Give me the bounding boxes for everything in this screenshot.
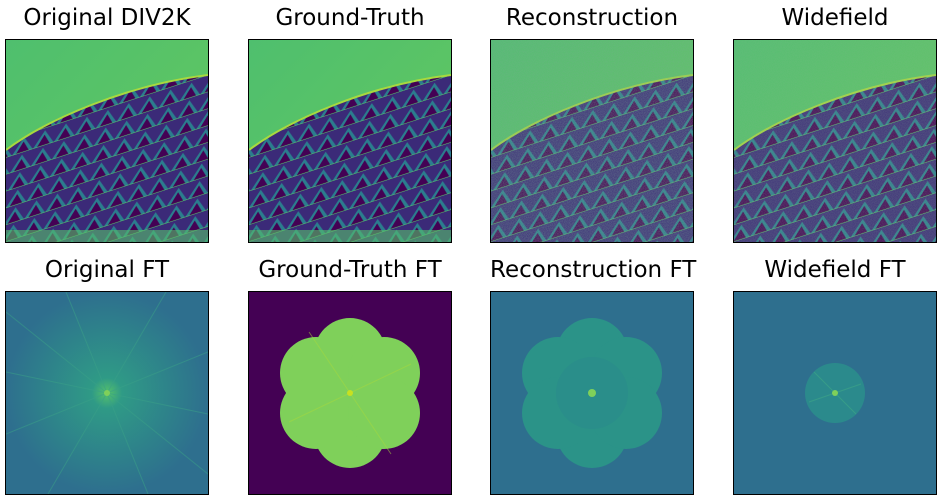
fourier-spectrum [734, 292, 936, 494]
panel-title-widefield-ft: Widefield FT [764, 257, 906, 283]
spectrum-widefield [733, 291, 937, 495]
dome-image-noisy [734, 40, 936, 242]
dome-image [249, 40, 451, 242]
panel-title-ground-truth-ft: Ground-Truth FT [258, 257, 442, 283]
dome-image-noisy [491, 40, 693, 242]
image-ground-truth [248, 39, 452, 243]
spectrum-reconstruction [490, 291, 694, 495]
spectrum-ground-truth [248, 291, 452, 495]
fourier-spectrum [491, 292, 693, 494]
panel-title-reconstruction: Reconstruction [505, 5, 679, 31]
panel-title-reconstruction-ft: Reconstruction FT [490, 257, 697, 283]
image-reconstruction [490, 39, 694, 243]
spectrum-original [5, 291, 209, 495]
fourier-spectrum [249, 292, 451, 494]
image-original [5, 39, 209, 243]
panel-title-original: Original DIV2K [23, 5, 191, 31]
panel-title-original-ft: Original FT [44, 257, 170, 283]
fourier-spectrum [6, 292, 208, 494]
panel-title-widefield: Widefield [781, 5, 889, 31]
dome-image [6, 40, 208, 242]
image-widefield [733, 39, 937, 243]
panel-title-ground-truth: Ground-Truth [275, 5, 425, 31]
